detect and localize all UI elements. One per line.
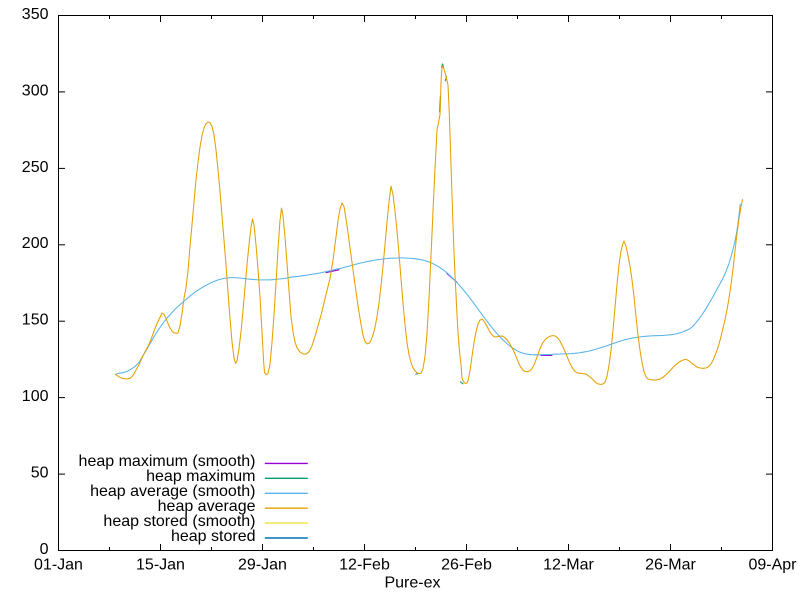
svg-text:50: 50 bbox=[31, 465, 49, 482]
svg-text:heap average: heap average bbox=[158, 498, 256, 515]
svg-text:heap stored: heap stored bbox=[171, 528, 256, 545]
svg-text:26-Feb: 26-Feb bbox=[441, 557, 492, 574]
svg-text:300: 300 bbox=[22, 82, 49, 99]
svg-text:200: 200 bbox=[22, 235, 49, 252]
svg-text:Pure-ex: Pure-ex bbox=[384, 575, 440, 592]
svg-text:01-Jan: 01-Jan bbox=[34, 557, 83, 574]
svg-text:09-Apr: 09-Apr bbox=[748, 557, 797, 574]
svg-text:100: 100 bbox=[22, 388, 49, 405]
svg-text:heap stored (smooth): heap stored (smooth) bbox=[103, 513, 255, 530]
svg-text:29-Jan: 29-Jan bbox=[238, 557, 287, 574]
svg-text:12-Feb: 12-Feb bbox=[339, 557, 390, 574]
svg-text:26-Mar: 26-Mar bbox=[645, 557, 696, 574]
svg-text:heap maximum (smooth): heap maximum (smooth) bbox=[79, 453, 256, 470]
svg-text:12-Mar: 12-Mar bbox=[543, 557, 594, 574]
svg-text:250: 250 bbox=[22, 159, 49, 176]
svg-text:heap average (smooth): heap average (smooth) bbox=[90, 483, 255, 500]
svg-text:15-Jan: 15-Jan bbox=[136, 557, 185, 574]
svg-text:0: 0 bbox=[40, 541, 49, 558]
svg-text:350: 350 bbox=[22, 6, 49, 23]
svg-text:150: 150 bbox=[22, 312, 49, 329]
svg-text:heap maximum: heap maximum bbox=[146, 468, 255, 485]
